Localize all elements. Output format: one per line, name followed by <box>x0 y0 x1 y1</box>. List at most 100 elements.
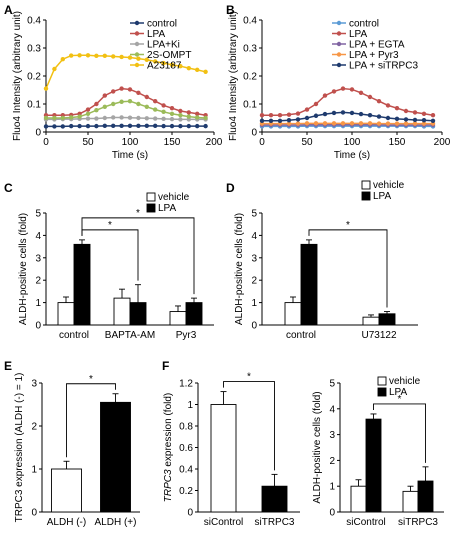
data-point <box>119 54 124 60</box>
bar <box>300 243 318 326</box>
y-tick-label: 0.6 <box>179 443 193 454</box>
data-point <box>85 53 91 58</box>
data-point <box>127 87 133 92</box>
data-point <box>94 116 99 121</box>
legend-label: LPA <box>373 191 391 202</box>
x-tick-label: siTRPC3 <box>398 517 438 528</box>
data-point <box>52 66 57 72</box>
y-tick-label: 0.3 <box>243 44 257 55</box>
data-point <box>195 111 200 117</box>
panel-letter-a: A <box>4 3 13 17</box>
legend-marker <box>336 52 342 57</box>
data-point <box>203 115 208 121</box>
data-point <box>295 117 301 122</box>
data-point <box>376 114 382 119</box>
data-point <box>385 103 391 108</box>
data-point <box>144 94 149 100</box>
data-point <box>85 116 91 121</box>
legend-label: vehicle <box>158 192 190 203</box>
y-tick-label: 1 <box>329 482 335 493</box>
data-point <box>169 111 175 117</box>
legend-marker <box>336 31 342 36</box>
y-tick-label: 3 <box>251 253 257 264</box>
data-point <box>169 106 175 111</box>
data-point <box>60 115 65 121</box>
bar <box>378 313 396 326</box>
x-tick-label: 150 <box>389 137 406 148</box>
data-point <box>136 115 141 121</box>
data-point <box>286 112 292 117</box>
data-point <box>127 55 133 60</box>
y-tick-label: 0.3 <box>27 44 41 55</box>
data-point <box>153 99 158 104</box>
data-point <box>69 53 74 58</box>
data-point <box>367 94 373 100</box>
chart-b: 0 0.1 0.2 0.3 0.4 0 50 100 150 200 Time (s) Fluo4 I… <box>228 11 451 161</box>
data-point <box>268 118 274 124</box>
data-point <box>394 106 400 111</box>
data-point <box>367 113 373 118</box>
data-point <box>322 121 328 126</box>
data-point <box>69 115 74 120</box>
data-point <box>421 118 427 123</box>
data-point <box>144 123 149 129</box>
legend-marker <box>336 41 342 47</box>
data-point <box>60 124 65 129</box>
data-point <box>102 93 108 98</box>
chart-e: 0 1 2 3 TRPC3 expression (ALDH (-) = 1) ALDH … <box>14 373 140 528</box>
bar <box>365 418 382 513</box>
data-point <box>385 115 391 121</box>
legend-swatch <box>377 387 387 397</box>
y-tick-label: 0.1 <box>27 100 41 111</box>
data-point <box>77 53 82 58</box>
legend-label: LPA + siTRPC3 <box>349 61 418 72</box>
data-point <box>358 111 364 117</box>
data-point <box>331 121 337 126</box>
data-point <box>169 116 175 122</box>
data-point <box>43 124 49 129</box>
data-point <box>161 123 166 129</box>
y-tick-label: 0.1 <box>243 100 257 111</box>
data-point <box>119 99 124 104</box>
y-tick-label: 3 <box>35 253 41 264</box>
y-tick-label: 2 <box>35 276 41 287</box>
x-tick-label: Pyr3 <box>176 330 197 341</box>
legend-swatch <box>361 191 371 201</box>
bar <box>100 401 131 513</box>
y-tick-label: 0 <box>251 321 257 332</box>
data-point <box>178 123 183 129</box>
y-axis-label-gene: TRPC3 <box>163 469 174 502</box>
data-point <box>331 89 337 94</box>
data-point <box>161 60 166 66</box>
data-point <box>127 123 133 129</box>
y-tick-label: 1.2 <box>179 379 193 390</box>
significance-star: * <box>398 394 402 405</box>
data-point <box>136 101 141 107</box>
x-tick-label: control <box>59 330 89 341</box>
bar <box>417 480 434 513</box>
data-point <box>385 121 391 126</box>
data-point <box>43 86 49 91</box>
x-tick-label: 200 <box>206 137 223 148</box>
y-axis-label: ALDH-positive cells (fold) <box>18 213 29 325</box>
data-point <box>111 123 116 129</box>
data-point <box>94 101 99 107</box>
legend-swatch <box>146 192 156 202</box>
y-tick-label: 0.4 <box>243 16 257 27</box>
significance-star: * <box>89 374 93 385</box>
x-tick-label: ALDH (-) <box>47 517 86 528</box>
y-tick-label: 0 <box>329 508 335 519</box>
y-axis-label: Fluo4 Intensity (arbitrary unit) <box>228 11 239 141</box>
significance-star: * <box>136 208 140 219</box>
bar <box>73 243 91 326</box>
data-point <box>178 108 183 114</box>
data-point <box>340 121 346 126</box>
y-tick-label: 0 <box>31 508 37 519</box>
legend-swatch <box>377 376 387 386</box>
data-point <box>313 113 319 118</box>
legend-label: LPA <box>389 387 407 398</box>
data-point <box>340 110 346 115</box>
legend-marker <box>336 20 342 26</box>
data-point <box>111 89 116 94</box>
legend-marker <box>134 20 140 26</box>
